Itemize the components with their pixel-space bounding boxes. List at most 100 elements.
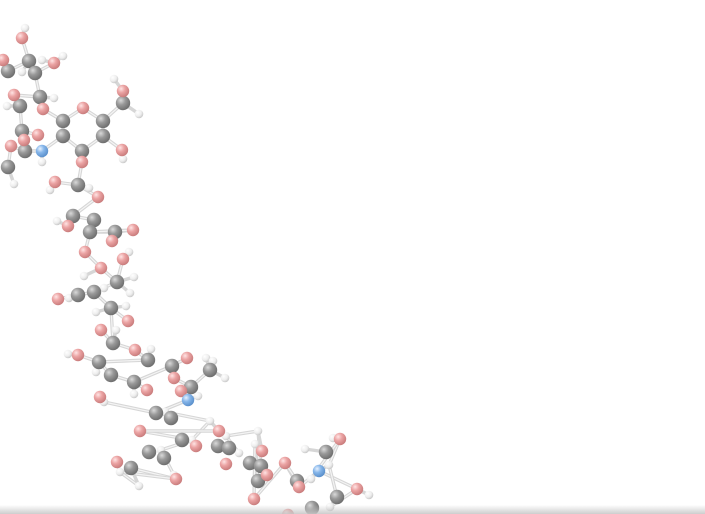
oxygen-atom <box>76 101 90 115</box>
hydrogen-atom <box>37 157 47 167</box>
hydrogen-atom <box>205 416 215 426</box>
hydrogen-atom <box>58 51 68 61</box>
carbon-atom <box>210 438 226 454</box>
carbon-atom <box>21 53 37 69</box>
hydrogen-atom <box>324 460 334 470</box>
carbon-atom <box>103 300 119 316</box>
oxygen-atom <box>133 424 147 438</box>
hydrogen-atom <box>193 391 203 401</box>
hydrogen-atom <box>109 74 119 84</box>
carbon-atom <box>95 113 111 129</box>
oxygen-atom <box>0 53 10 67</box>
oxygen-atom <box>15 31 29 45</box>
oxygen-atom <box>36 102 50 116</box>
hydrogen-atom <box>129 389 139 399</box>
hydrogen-atom <box>84 183 94 193</box>
carbon-atom <box>91 354 107 370</box>
oxygen-atom <box>4 139 18 153</box>
oxygen-atom <box>17 133 31 147</box>
carbon-atom <box>163 410 179 426</box>
carbon-atom <box>55 128 71 144</box>
hydrogen-atom <box>220 373 230 383</box>
nitrogen-atom <box>312 464 326 478</box>
oxygen-atom <box>51 292 65 306</box>
carbon-atom <box>32 89 48 105</box>
carbon-atom <box>115 95 131 111</box>
oxygen-atom <box>174 384 188 398</box>
hydrogen-atom <box>129 272 139 282</box>
carbon-atom <box>148 405 164 421</box>
carbon-atom <box>156 450 172 466</box>
carbon-atom <box>70 177 86 193</box>
bond-highlight <box>225 430 259 437</box>
carbon-atom <box>74 143 90 159</box>
oxygen-atom <box>31 128 45 142</box>
hydrogen-atom <box>134 481 144 491</box>
carbon-atom <box>82 224 98 240</box>
hydrogen-atom <box>111 325 121 335</box>
carbon-atom <box>329 489 345 505</box>
oxygen-atom <box>94 323 108 337</box>
oxygen-atom <box>91 190 105 204</box>
carbon-atom <box>86 212 102 228</box>
hydrogen-atom <box>20 23 30 33</box>
oxygen-atom <box>94 261 108 275</box>
carbon-atom <box>0 159 16 175</box>
bond-highlight <box>253 443 256 500</box>
hydrogen-atom <box>125 288 135 298</box>
carbon-atom <box>164 358 180 374</box>
bond-highlight <box>253 462 286 500</box>
nitrogen-atom <box>35 144 49 158</box>
carbon-atom <box>174 432 190 448</box>
oxygen-atom <box>126 223 140 237</box>
carbon-atom <box>140 352 156 368</box>
oxygen-atom <box>115 143 129 157</box>
oxygen-atom <box>61 219 75 233</box>
oxygen-atom <box>116 252 130 266</box>
oxygen-atom <box>93 390 107 404</box>
oxygen-atom <box>7 88 21 102</box>
oxygen-atom <box>278 456 292 470</box>
atom-layer <box>0 23 374 514</box>
hydrogen-atom <box>63 349 73 359</box>
hydrogen-atom <box>201 353 211 363</box>
carbon-atom <box>202 362 218 378</box>
oxygen-atom <box>140 383 154 397</box>
oxygen-atom <box>121 314 135 328</box>
carbon-atom <box>17 143 33 159</box>
bond-highlight <box>103 401 157 414</box>
hydrogen-atom <box>253 426 263 436</box>
hydrogen-atom <box>250 439 260 449</box>
oxygen-atom <box>180 351 194 365</box>
hydrogen-atom <box>306 474 316 484</box>
hydrogen-atom <box>52 216 62 226</box>
carbon-atom <box>86 284 102 300</box>
oxygen-atom <box>71 348 85 362</box>
carbon-atom <box>95 128 111 144</box>
oxygen-atom <box>260 468 274 482</box>
carbon-atom <box>123 460 139 476</box>
hydrogen-atom <box>91 307 101 317</box>
hydrogen-atom <box>45 185 55 195</box>
hydrogen-atom <box>118 154 128 164</box>
oxygen-atom <box>169 472 183 486</box>
oxygen-atom <box>105 234 119 248</box>
oxygen-atom <box>350 482 364 496</box>
hydrogen-atom <box>134 109 144 119</box>
oxygen-atom <box>110 455 124 469</box>
hydrogen-atom <box>49 93 59 103</box>
carbon-atom <box>105 335 121 351</box>
carbon-atom <box>221 440 237 456</box>
carbon-atom <box>65 208 81 224</box>
oxygen-atom <box>255 444 269 458</box>
oxygen-atom <box>189 439 203 453</box>
hydrogen-atom <box>91 367 101 377</box>
hydrogen-atom <box>9 179 19 189</box>
carbon-atom <box>27 65 43 81</box>
oxygen-atom <box>78 245 92 259</box>
carbon-atom <box>70 287 86 303</box>
oxygen-atom <box>116 84 130 98</box>
oxygen-atom <box>48 175 62 189</box>
hydrogen-atom <box>99 283 109 293</box>
